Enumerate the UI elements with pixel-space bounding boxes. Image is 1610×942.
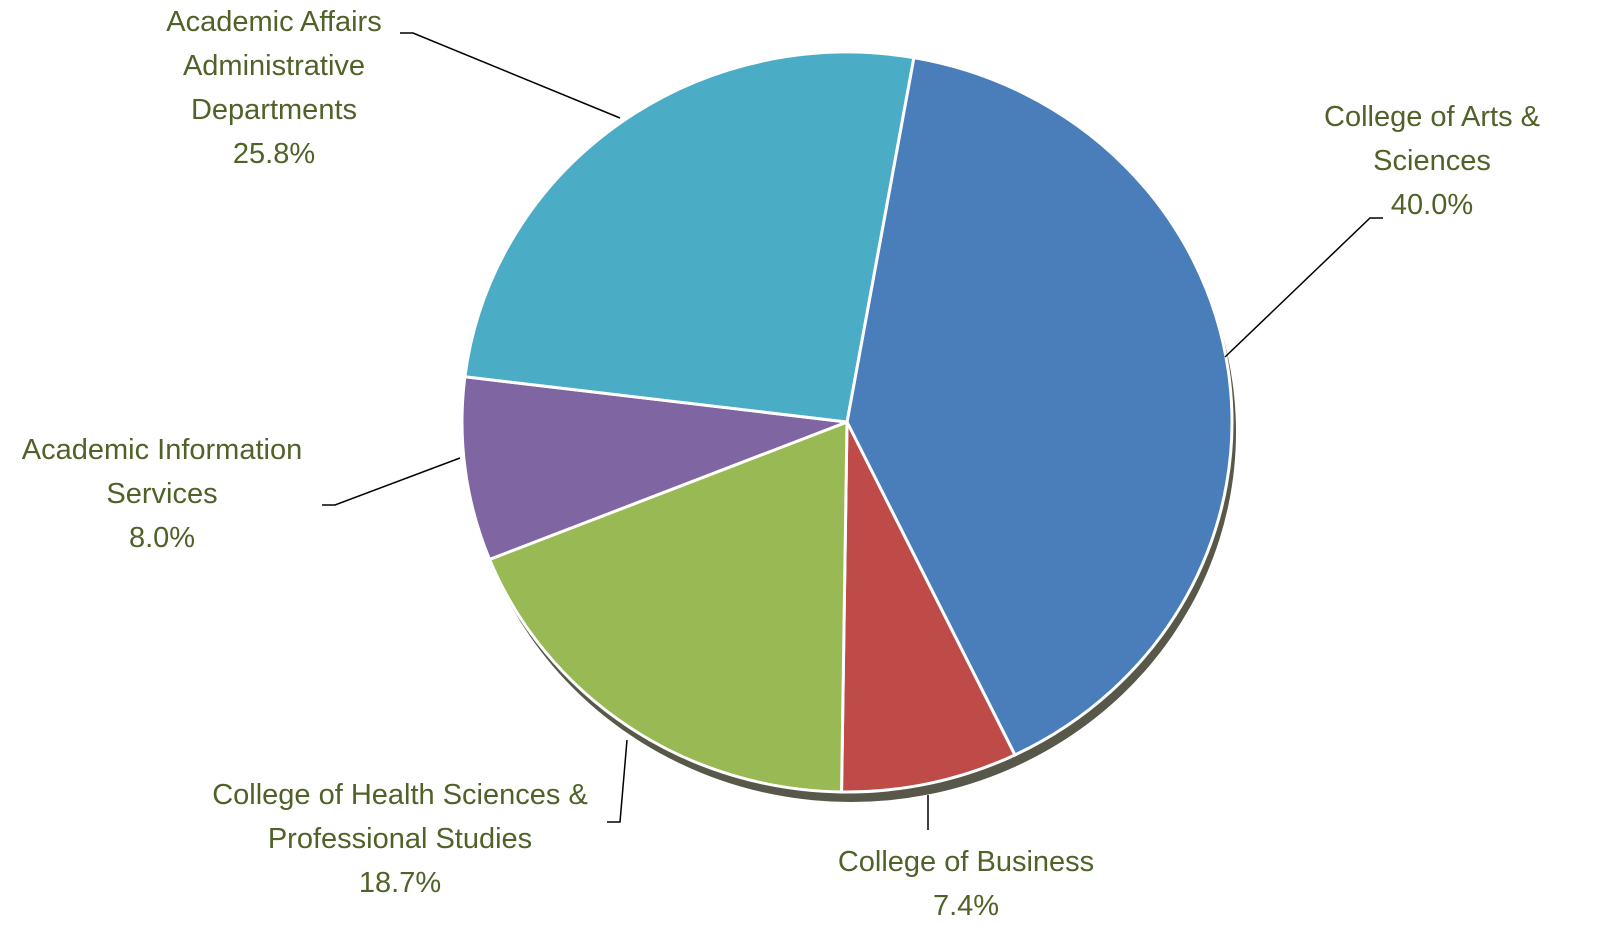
category-name: Academic Affairs Administrative Departme… [166,6,382,126]
value-label: 18.7% [358,867,442,899]
value-label: 40.0% [1390,189,1474,221]
slice-label: College of Arts & Sciences 40.0% [1297,95,1567,227]
category-name: College of Arts & Sciences [1324,101,1540,177]
leader-line [400,32,621,119]
pie-slice [845,55,1234,757]
pie-slice [463,50,916,424]
pie-slice [460,375,848,562]
value-label: 8.0% [128,522,196,554]
slice-label: Academic Information Services 8.0% [0,428,324,560]
slice-label: College of Health Sciences & Professiona… [180,773,620,905]
leader-line [1224,217,1383,358]
value-label: 25.8% [232,138,316,170]
category-name: College of Health Sciences & Professiona… [212,779,588,855]
leader-line [322,457,461,506]
category-name: Academic Information Services [21,434,303,510]
category-name: College of Business [837,846,1095,878]
slice-label: College of Business 7.4% [816,840,1116,928]
pie-slice [487,419,849,794]
slice-label: Academic Affairs Administrative Departme… [143,0,405,176]
value-label: 7.4% [932,890,1000,922]
pie-slice [840,421,1017,794]
leader-line [607,739,628,823]
